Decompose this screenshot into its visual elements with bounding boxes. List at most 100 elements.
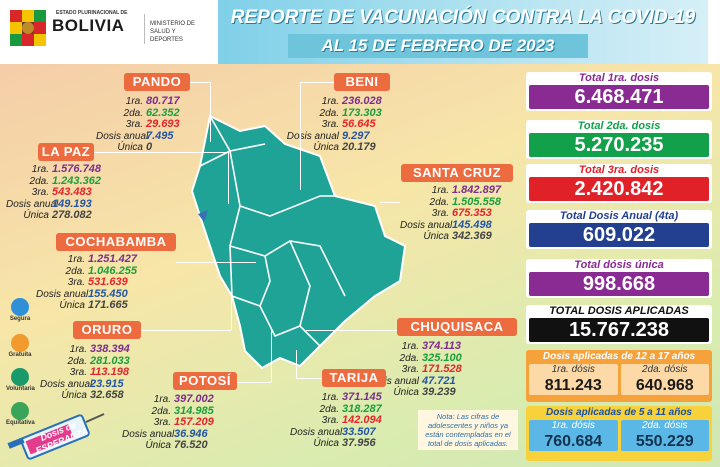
oruro-leader (141, 330, 231, 331)
santacruz-stats: 1ra. 1.842.897 2da. 1.505.558 3ra. 675.353 … (400, 184, 501, 243)
tarija-k5: Única (313, 438, 339, 449)
potosi-k5: Única (145, 440, 171, 451)
cochabamba-k5: Única (59, 300, 85, 311)
santacruz-k3: 3ra. (431, 208, 449, 219)
kids-box: Dosis aplicadas de 5 a 11 años 1ra. dósi… (526, 406, 712, 461)
cochabamba-v5: 171.665 (88, 299, 128, 311)
total-unica-value: 998.668 (529, 272, 709, 296)
country-name: BOLIVIA (52, 16, 125, 35)
chuquisaca-k3: 3ra. (401, 364, 419, 375)
ministry-line1: MINISTERIO DE (150, 21, 196, 27)
teens-c2: 2da. dósis (641, 364, 688, 375)
cochabamba-v4: 155.450 (88, 287, 128, 300)
beni-v5: 20.179 (342, 141, 376, 153)
potosi-v1: 397.002 (174, 393, 214, 405)
tarija-leader (296, 378, 322, 379)
oruro-v4: 23.915 (90, 377, 124, 390)
total-aplicadas-label: TOTAL DOSIS APLICADAS (549, 305, 689, 317)
total-3ra-label: Total 3ra. dosis (578, 164, 660, 176)
dosis-esperanza-banner: Dosis de ESPERANZA (0, 398, 110, 467)
chuquisaca-v3: 171.528 (422, 363, 462, 375)
santacruz-k1: 1ra. (431, 185, 449, 196)
pando-k4: Dosis anual (96, 130, 149, 142)
cochabamba-v2: 1.046.255 (88, 264, 137, 277)
total-unica: Total dósis única 998.668 (526, 259, 712, 298)
potosi-k1: 1ra. (153, 394, 171, 405)
cochabamba-k2: 2da. (65, 265, 85, 277)
beni-stats: 1ra. 236.028 2da. 173.303 3ra. 56.645 Dosis… (286, 95, 382, 154)
cochabamba-label: COCHABAMBA (56, 233, 176, 251)
pando-v4: 7.495 (146, 129, 174, 142)
pando-k3: 3ra. (125, 119, 143, 130)
potosi-leader (237, 382, 271, 383)
potosi-stats: 1ra. 397.002 2da. 314.985 3ra. 157.209 Dosi… (122, 393, 214, 452)
santacruz-leader (380, 202, 400, 203)
lapaz-leader-v (228, 152, 229, 204)
oruro-k4: Dosis anual (40, 378, 93, 390)
teens-cell-1: 1ra. dósis 811.243 (529, 364, 618, 395)
equitativa-label: Equitativa (6, 420, 35, 426)
lapaz-k2: 2da. (29, 175, 49, 187)
total-1ra: Total 1ra. dosis 6.468.471 (526, 72, 712, 111)
total-unica-label: Total dósis única (574, 259, 664, 271)
potosi-k4: Dosis anual (122, 428, 175, 440)
tarija-k3: 3ra. (321, 415, 339, 426)
pando-leader (190, 82, 210, 83)
government-logo: ESTADO PLURINACIONAL DE BOLIVIA MINISTER… (4, 2, 209, 54)
beni-k4: Dosis anual (286, 130, 339, 142)
tarija-v2: 318.287 (342, 402, 382, 415)
kids-v1: 760.684 (544, 433, 603, 450)
oruro-k5: Única (61, 390, 87, 401)
lapaz-v1: 1.576.748 (52, 163, 101, 175)
kids-c1: 1ra. dósis (551, 420, 595, 431)
chuquisaca-k2: 2da. (399, 352, 419, 364)
cochabamba-v1: 1.251.427 (88, 253, 137, 265)
kids-cell-1: 1ra. dósis 760.684 (529, 420, 618, 451)
pando-v5: 0 (146, 141, 153, 153)
oruro-stats: 1ra. 338.394 2da. 281.033 3ra. 113.198 Dosi… (40, 343, 130, 402)
santacruz-label: SANTA CRUZ (401, 164, 513, 182)
coat-of-arms-icon (8, 8, 48, 48)
ministry-name: MINISTERIO DE SALUD Y DEPORTES (150, 20, 209, 44)
kids-v2: 550.229 (635, 433, 694, 450)
teens-cell-2: 2da. dósis 640.968 (620, 364, 709, 395)
scales-icon (11, 402, 29, 420)
coin-icon (11, 334, 29, 352)
teens-label: Dosis aplicadas de 12 a 17 años (542, 351, 696, 362)
chuquisaca-v1: 374.113 (422, 340, 461, 352)
tarija-k1: 1ra. (321, 392, 339, 403)
nota-text: Nota: Las cifras de adolescentes y niños… (418, 410, 518, 450)
beni-k5: Única (313, 142, 339, 153)
beni-v1: 236.028 (342, 95, 382, 107)
chuquisaca-label: CHUQUISACA (397, 318, 517, 336)
lapaz-leader (94, 152, 228, 153)
segura-badge: Segura (6, 298, 34, 322)
pando-v3: 29.693 (146, 118, 180, 130)
chuquisaca-k1: 1ra. (401, 341, 419, 352)
voluntaria-badge: Voluntaria (6, 368, 35, 392)
tarija-stats: 1ra. 371.145 2da. 318.287 3ra. 142.094 Dosi… (290, 391, 382, 450)
tarija-v5: 37.956 (342, 437, 376, 449)
beni-leader-v (300, 82, 301, 190)
lapaz-k1: 1ra. (31, 164, 49, 175)
cochabamba-k3: 3ra. (67, 277, 85, 288)
report-title: REPORTE DE VACUNACIÓN CONTRA LA COVID-19 (230, 7, 696, 28)
pando-k2: 2da. (123, 107, 143, 119)
potosi-k3: 3ra. (153, 417, 171, 428)
tarija-v1: 371.145 (342, 391, 382, 403)
potosi-label: POTOSÍ (173, 372, 237, 390)
santacruz-v4: 145.498 (452, 218, 492, 231)
chuquisaca-stats: 1ra. 374.113 2da. 325.100 3ra. 171.528 Dosi… (364, 340, 462, 399)
kids-cell-2: 2da. dósis 550.229 (620, 420, 709, 451)
total-3ra: Total 3ra. dosis 2.420.842 (526, 164, 712, 203)
gratuita-badge: Gratuita (6, 334, 34, 358)
chuquisaca-k4: Dosis anual (366, 375, 419, 387)
pando-v2: 62.352 (146, 106, 180, 119)
lapaz-label: LA PAZ (38, 143, 94, 161)
teens-v2: 640.968 (635, 377, 694, 394)
equitativa-badge: Equitativa (6, 402, 35, 426)
tarija-leader-v (296, 350, 297, 378)
santacruz-k5: Única (423, 231, 449, 242)
cochabamba-v3: 531.639 (88, 276, 128, 288)
potosi-leader-v (271, 330, 272, 382)
